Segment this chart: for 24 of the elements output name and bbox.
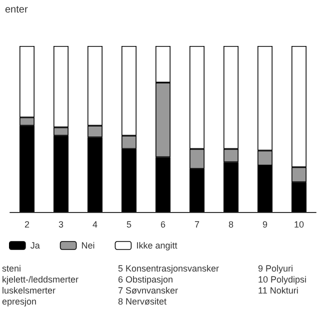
text: 8 Nervøsitet	[118, 296, 168, 306]
x-tick-label: 4	[92, 220, 98, 230]
x-tick-label: 10	[294, 220, 304, 230]
text: 9 Polyuri	[258, 264, 294, 274]
text: 5 Konsentrasjonsvansker	[118, 264, 220, 274]
x-tick-label: 5	[126, 220, 132, 230]
text: 10 Polydipsi	[258, 274, 307, 284]
x-tick-label: 3	[58, 220, 64, 230]
x-tick-label: 8	[228, 220, 234, 230]
x-tick-label: 6	[160, 220, 166, 230]
text: epresjon	[2, 296, 37, 306]
x-tick-label: 9	[262, 220, 268, 230]
text: luskelsmerter	[2, 286, 56, 296]
legend-label: Ja	[30, 240, 40, 250]
legend-label: Ikke angitt	[136, 240, 178, 250]
text: 11 Nokturi	[258, 286, 298, 296]
legend-label: Nei	[81, 240, 95, 250]
text: kjelett-/leddsmerter	[2, 274, 79, 284]
x-tick-label: 7	[194, 220, 200, 230]
text: 6 Obstipasjon	[118, 274, 174, 284]
x-tick-label: 2	[24, 220, 30, 230]
chart-title: enter	[5, 4, 28, 16]
text: 7 Søvnvansker	[118, 286, 178, 296]
text: steni	[2, 264, 22, 274]
